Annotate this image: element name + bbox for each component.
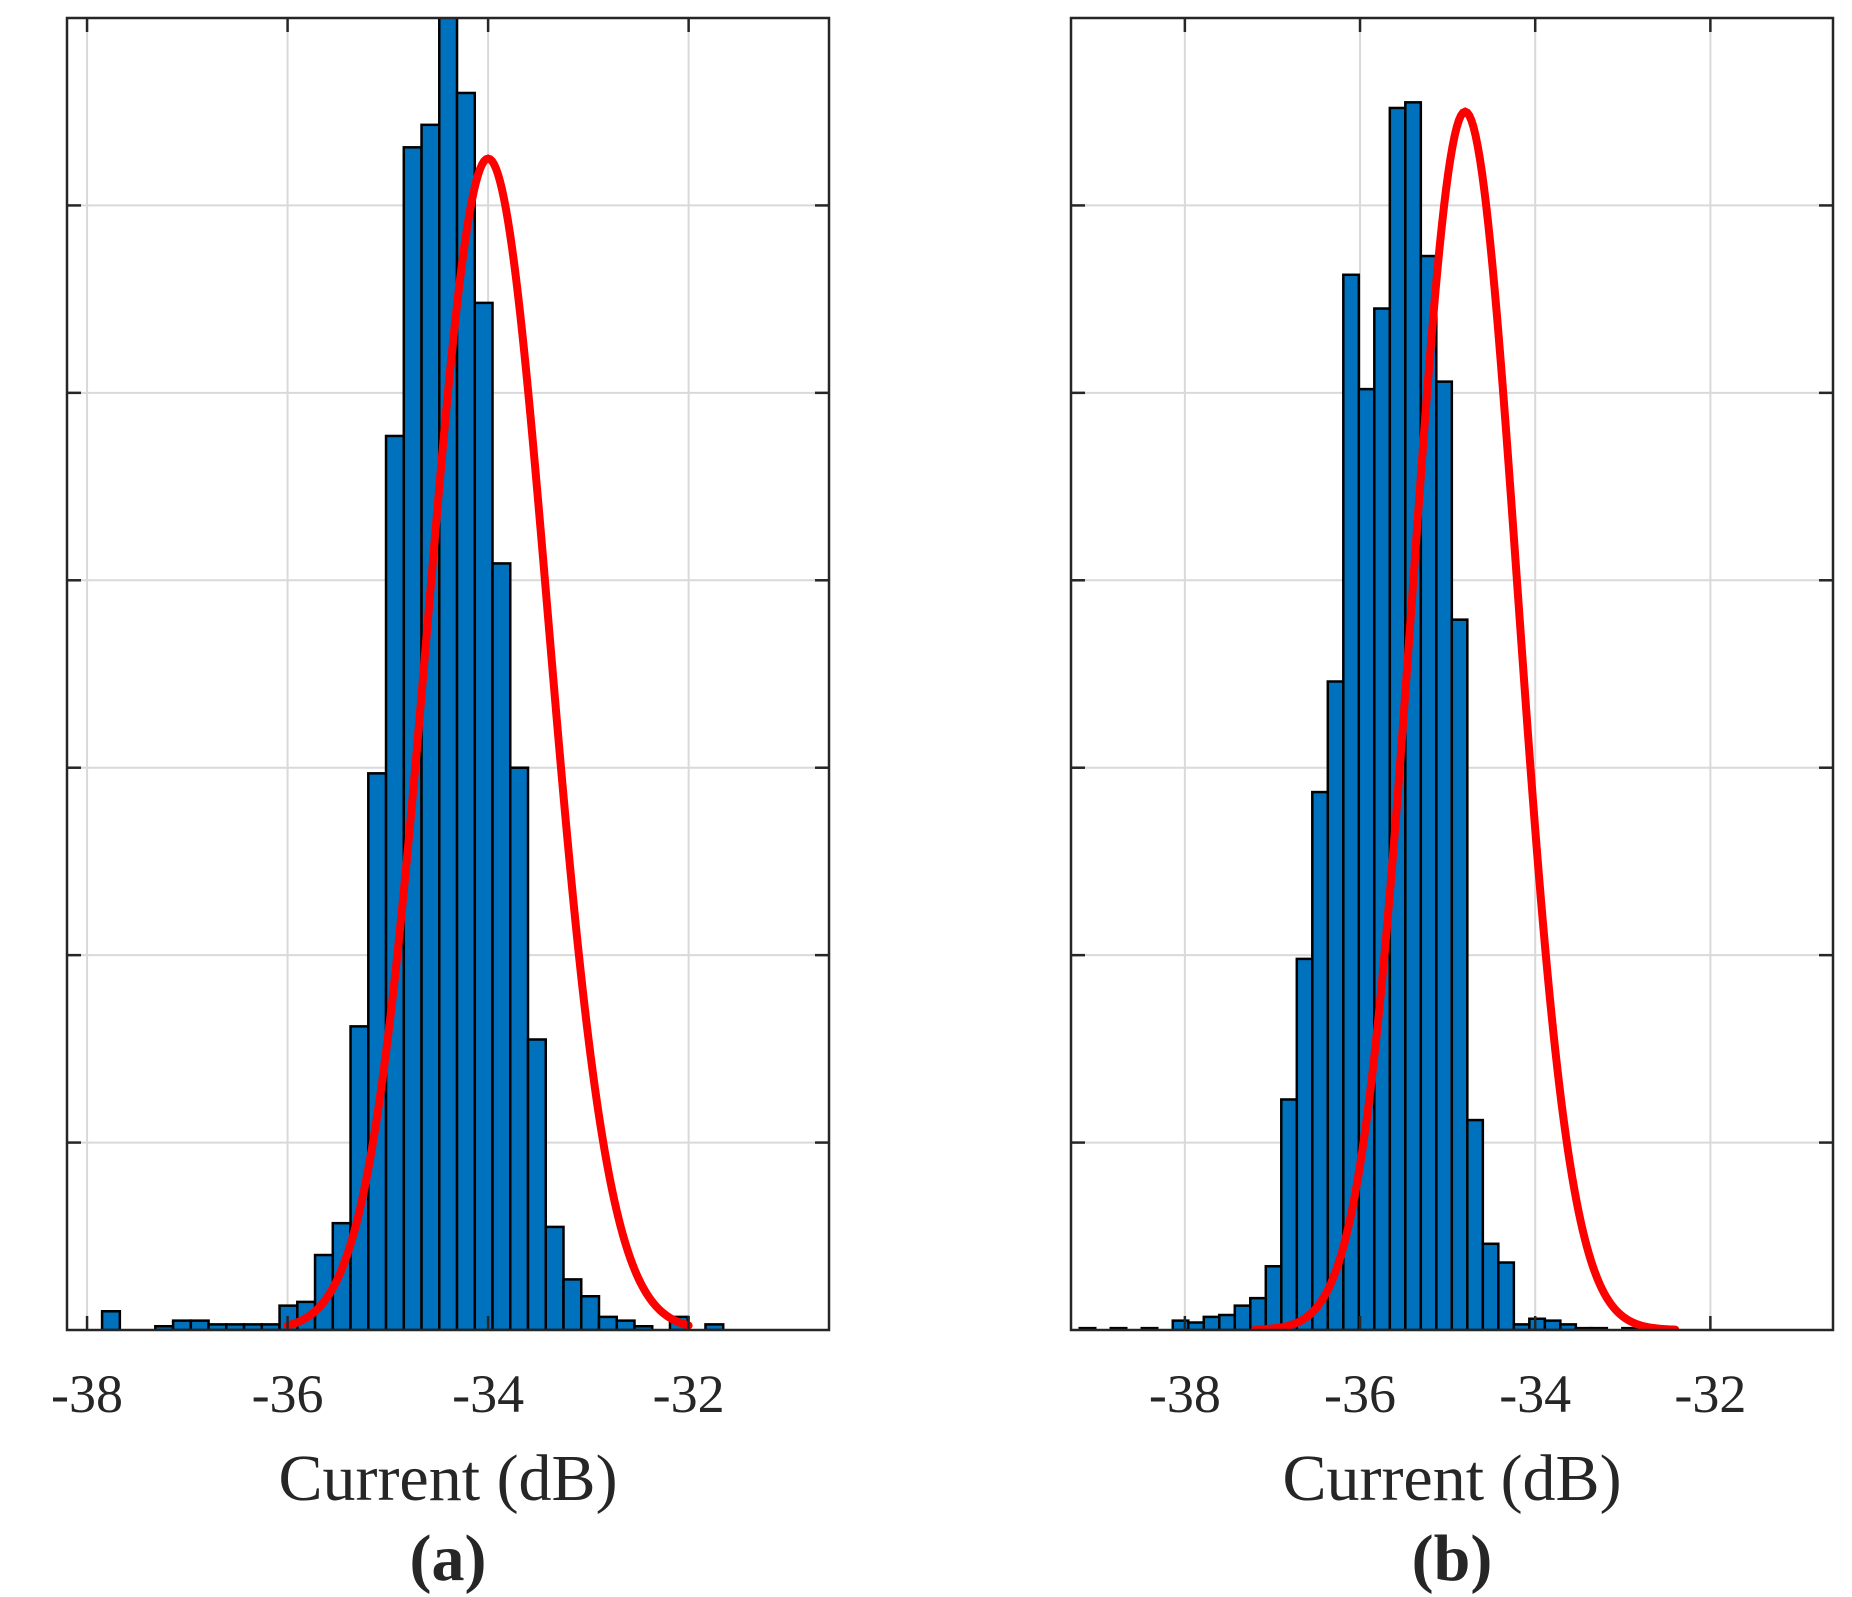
panel-a-bar-19 <box>438 18 459 1330</box>
panel-a-bar-23 <box>509 766 530 1330</box>
panel-a-panel-label: (a) <box>410 1522 487 1595</box>
panel-a-bar-28 <box>597 1315 618 1330</box>
panel-a-bar-29 <box>615 1319 636 1330</box>
panel-b-bar-25 <box>1466 1118 1485 1330</box>
panel-b-xtick-label-2: -34 <box>1499 1364 1571 1424</box>
panel-a-chart: -38 -36 -34 -32 Current (dB)(a) <box>51 16 831 1595</box>
panel-b-xtick-label-3: -32 <box>1674 1364 1746 1424</box>
panel-b-bar-24 <box>1450 618 1469 1330</box>
panel-a-bar-5 <box>189 1319 210 1330</box>
panel-a-bars <box>100 18 725 1330</box>
panel-a-fit-curve <box>283 154 693 1330</box>
panel-b-fit-curve <box>1250 107 1680 1330</box>
panel-b-xtick-label-0: -38 <box>1149 1364 1221 1424</box>
panel-b-bar-8 <box>1202 1315 1221 1330</box>
panel-b-bar-12 <box>1264 1265 1283 1330</box>
panel-a-bar-24 <box>526 1038 548 1330</box>
panel-b-xlabel: Current (dB) <box>1282 1442 1621 1515</box>
panel-b-bar-13 <box>1280 1098 1299 1330</box>
panel-a-xtick-label-1: -36 <box>252 1364 324 1424</box>
panel-b-bar-16 <box>1326 680 1345 1330</box>
panel-b-bar-27 <box>1497 1261 1516 1330</box>
panel-a-bar-4 <box>171 1319 193 1330</box>
panel-a-bar-22 <box>491 562 512 1330</box>
panel-a-xtick-label-3: -32 <box>653 1364 725 1424</box>
panel-a-xtick-label-2: -34 <box>452 1364 524 1424</box>
panel-b-bar-14 <box>1295 957 1314 1330</box>
panel-a-bar-34 <box>704 1323 725 1330</box>
panel-b-xtick-label-1: -36 <box>1324 1364 1396 1424</box>
panel-b-bar-23 <box>1435 380 1454 1330</box>
panel-a-bar-0 <box>100 1310 122 1330</box>
panel-a-bar-25 <box>544 1225 565 1330</box>
panel-b-bar-29 <box>1528 1317 1547 1330</box>
panel-a-bar-26 <box>562 1278 583 1330</box>
panel-b-bar-30 <box>1543 1319 1562 1330</box>
panel-a-bar-18 <box>420 123 441 1330</box>
panel-b-bar-15 <box>1311 790 1330 1330</box>
panel-b-bar-10 <box>1233 1304 1252 1330</box>
panel-a-bar-27 <box>579 1295 601 1330</box>
panel-b-bar-18 <box>1357 387 1376 1330</box>
panel-b-bar-21 <box>1404 101 1423 1330</box>
panel-a-axes-box <box>65 16 831 1332</box>
panel-b-bars <box>1078 101 1640 1330</box>
panel-b-chart: -38 -36 -34 -32 Current (dB)(b) <box>1069 16 1835 1595</box>
panel-b-axes-box <box>1069 16 1835 1332</box>
panel-b-panel-label: (b) <box>1412 1522 1493 1595</box>
panel-b-bar-19 <box>1373 307 1392 1330</box>
panel-b-bar-9 <box>1218 1313 1237 1330</box>
panel-a-xtick-label-0: -38 <box>51 1364 123 1424</box>
panel-a-bar-30 <box>633 1325 654 1330</box>
panel-b-bar-26 <box>1481 1242 1500 1330</box>
panel-a-xlabel: Current (dB) <box>278 1442 617 1515</box>
panel-a-bar-21 <box>473 301 494 1330</box>
